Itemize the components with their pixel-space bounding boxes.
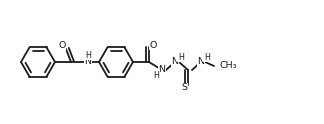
Text: S: S — [181, 83, 187, 93]
Text: N: N — [171, 58, 179, 66]
Text: H: H — [85, 50, 91, 60]
Text: N: N — [158, 65, 166, 75]
Text: H: H — [204, 52, 210, 62]
Text: O: O — [58, 42, 66, 50]
Text: N: N — [198, 58, 204, 66]
Text: N: N — [85, 58, 91, 66]
Text: O: O — [149, 41, 157, 49]
Text: H: H — [178, 52, 184, 62]
Text: H: H — [153, 71, 159, 79]
Text: CH₃: CH₃ — [220, 62, 237, 71]
